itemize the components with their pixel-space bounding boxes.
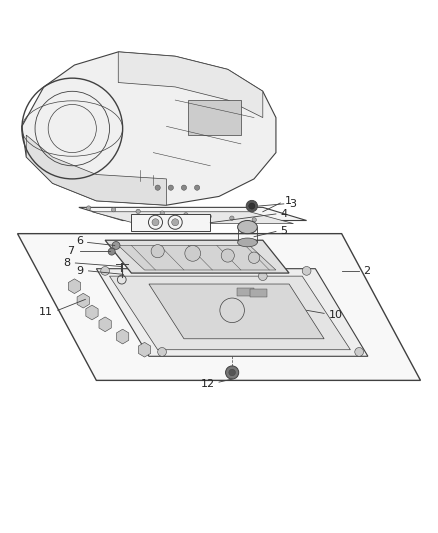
Text: 4: 4 xyxy=(280,209,287,219)
Circle shape xyxy=(108,248,115,255)
Text: 6: 6 xyxy=(76,236,83,246)
Circle shape xyxy=(207,214,211,219)
Polygon shape xyxy=(105,240,289,273)
Circle shape xyxy=(151,245,164,258)
Circle shape xyxy=(221,249,234,262)
Circle shape xyxy=(112,241,120,249)
Circle shape xyxy=(152,219,159,226)
Text: 2: 2 xyxy=(364,266,371,276)
Text: 3: 3 xyxy=(289,199,296,209)
Ellipse shape xyxy=(237,238,257,247)
Polygon shape xyxy=(300,317,313,332)
Circle shape xyxy=(184,213,188,217)
Circle shape xyxy=(160,211,164,215)
Text: 10: 10 xyxy=(328,310,343,320)
Circle shape xyxy=(172,219,179,226)
Circle shape xyxy=(136,209,140,214)
Polygon shape xyxy=(99,317,111,332)
Polygon shape xyxy=(86,305,98,320)
Circle shape xyxy=(194,185,200,190)
Polygon shape xyxy=(149,284,324,339)
Text: 12: 12 xyxy=(201,379,215,389)
Circle shape xyxy=(252,217,256,222)
Polygon shape xyxy=(117,329,129,344)
Circle shape xyxy=(258,272,267,280)
Circle shape xyxy=(248,252,260,263)
Polygon shape xyxy=(296,305,308,320)
Circle shape xyxy=(230,216,234,220)
Polygon shape xyxy=(77,293,89,308)
Text: 7: 7 xyxy=(67,246,74,256)
Circle shape xyxy=(246,200,258,212)
Polygon shape xyxy=(188,100,241,135)
Polygon shape xyxy=(22,52,276,205)
Polygon shape xyxy=(68,279,81,294)
Circle shape xyxy=(155,185,160,190)
Circle shape xyxy=(185,246,201,261)
Text: 9: 9 xyxy=(76,266,83,276)
Polygon shape xyxy=(96,269,368,356)
Polygon shape xyxy=(138,342,151,357)
Polygon shape xyxy=(110,276,350,350)
Ellipse shape xyxy=(237,221,257,233)
Polygon shape xyxy=(118,52,263,118)
Circle shape xyxy=(249,203,255,209)
Text: 11: 11 xyxy=(39,308,53,318)
Text: 5: 5 xyxy=(280,227,287,237)
Circle shape xyxy=(355,348,364,356)
Circle shape xyxy=(229,369,236,376)
Circle shape xyxy=(158,348,166,356)
Polygon shape xyxy=(18,233,420,381)
Polygon shape xyxy=(131,214,210,231)
Circle shape xyxy=(168,185,173,190)
Polygon shape xyxy=(26,135,166,205)
Polygon shape xyxy=(250,289,267,297)
Circle shape xyxy=(302,266,311,275)
Polygon shape xyxy=(79,207,307,221)
Polygon shape xyxy=(274,290,286,304)
Circle shape xyxy=(101,266,110,275)
Circle shape xyxy=(181,185,187,190)
Circle shape xyxy=(226,366,239,379)
Circle shape xyxy=(111,207,116,212)
Text: 8: 8 xyxy=(63,258,70,268)
Polygon shape xyxy=(92,212,293,223)
Polygon shape xyxy=(118,246,276,270)
Text: 1: 1 xyxy=(285,196,292,206)
Polygon shape xyxy=(237,288,254,296)
Circle shape xyxy=(86,206,91,210)
